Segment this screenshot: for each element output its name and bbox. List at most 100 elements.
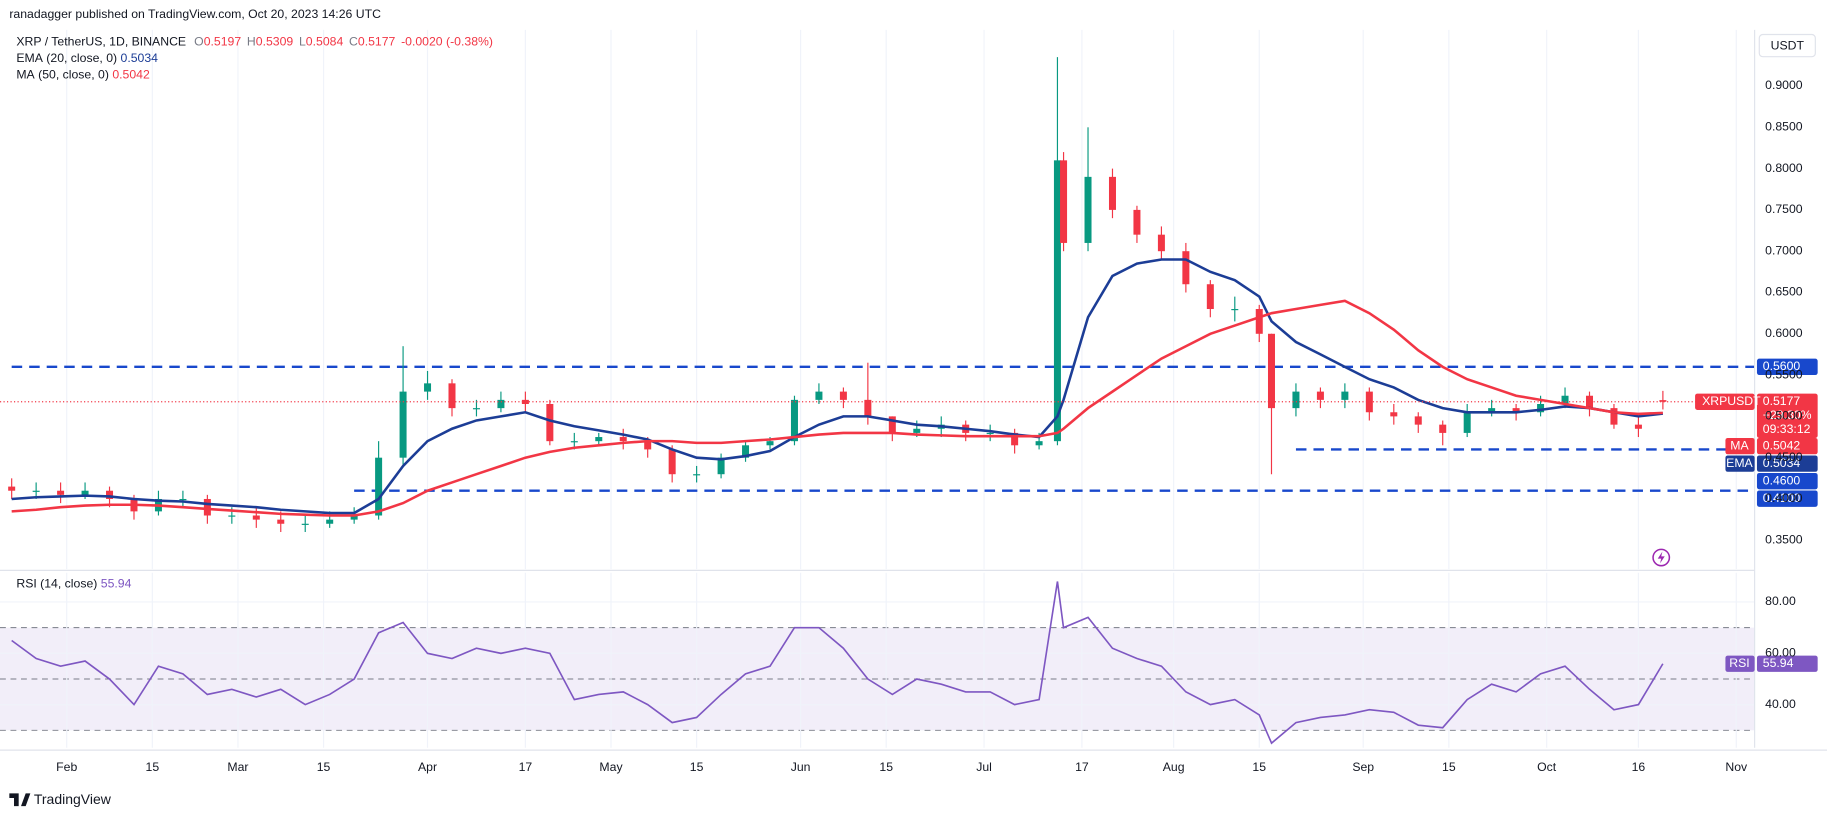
alert-bolt	[1657, 551, 1665, 564]
ma-value-tag-bg	[1756, 437, 1818, 455]
candle-body	[1512, 408, 1520, 413]
y-tick-label: 0.9000	[1765, 78, 1803, 92]
ohlc-key: L	[299, 35, 306, 49]
ma-legend: MA (50, close, 0) 0.5042	[16, 68, 150, 82]
ohlc-value: 0.5084	[306, 35, 344, 49]
change: -0.0020 (-0.38%)	[401, 35, 493, 49]
ma-params: (50, close, 0)	[38, 68, 109, 82]
candle-body	[1341, 391, 1349, 400]
ma-name-tag-bg	[1725, 437, 1755, 455]
rsi-line	[11, 581, 1664, 745]
y-tick-label: 0.8500	[1765, 120, 1803, 134]
y-tick-label: 0.5000	[1765, 409, 1803, 423]
candle-body	[1255, 309, 1263, 334]
candle-body	[448, 383, 456, 409]
candle-body	[717, 457, 725, 475]
y-tick-label: 0.8000	[1765, 161, 1803, 175]
candle-body	[766, 441, 774, 446]
x-tick-label: Feb	[56, 760, 77, 774]
ohlc-value: 0.5309	[256, 35, 294, 49]
last-price-tag	[1756, 393, 1818, 438]
rsi-legend: RSI (14, close) 55.94	[16, 577, 131, 591]
alert-icon[interactable]	[1652, 548, 1671, 567]
candle-body	[1463, 412, 1471, 433]
candle-body	[277, 519, 285, 524]
candle-body	[1634, 424, 1642, 429]
candle-body	[644, 441, 652, 450]
currency[interactable]: USDT	[1771, 38, 1805, 52]
candle-body	[1390, 412, 1398, 417]
ma-value: 0.5042	[112, 68, 150, 82]
candle-body	[375, 457, 383, 516]
candle-body	[1206, 284, 1214, 310]
y-tick-label: 0.6000	[1765, 326, 1803, 340]
rsi-value-tag: 55.94	[1763, 656, 1794, 670]
ema-params: (20, close, 0)	[46, 51, 117, 65]
candle-body	[742, 445, 750, 458]
candle-body	[864, 399, 872, 417]
candle-body	[888, 416, 896, 433]
brand-logo	[9, 793, 31, 807]
candle-body	[228, 515, 236, 517]
y-tick-label: 60.00	[1765, 646, 1796, 660]
ohlc-key: C	[349, 35, 358, 49]
y-tick-label: 80.00	[1765, 594, 1796, 608]
moving-average-line	[11, 299, 1663, 517]
candle-body	[1365, 391, 1373, 413]
x-tick-label: 15	[1442, 760, 1456, 774]
ema-name: EMA	[16, 51, 43, 65]
candle-body	[497, 399, 505, 409]
ma-name: MA	[16, 68, 35, 82]
candle-body	[179, 498, 187, 501]
y-tick-label: 0.4500	[1765, 450, 1803, 464]
level-tag: 0.4100	[1763, 491, 1801, 505]
candle-body	[839, 391, 847, 400]
candle-body	[1610, 408, 1618, 425]
rsi-value: 55.94	[101, 577, 132, 591]
change-pct: +29.30%	[1763, 408, 1812, 422]
candle-body	[1537, 403, 1545, 413]
ohlc-value: 0.5197	[204, 35, 242, 49]
x-tick-label: May	[599, 760, 623, 774]
x-tick-label: Nov	[1725, 760, 1748, 774]
candle-body	[1414, 416, 1422, 425]
published-note: ranadagger published on TradingView.com,…	[9, 7, 381, 21]
y-tick-label: 0.5500	[1765, 367, 1803, 381]
candle-body	[570, 441, 578, 443]
y-tick-label: 0.3500	[1765, 533, 1803, 547]
candle-body	[8, 486, 16, 491]
candle-body	[1267, 333, 1275, 409]
symbol-tag-bg	[1695, 393, 1755, 410]
candle-body	[252, 515, 260, 520]
candle-body	[693, 474, 701, 476]
candle-body	[986, 432, 994, 435]
rsi-value-tag-bg	[1756, 655, 1818, 672]
last-price: 0.5177	[1763, 394, 1801, 408]
candle-body	[1231, 309, 1239, 311]
y-tick-label: 40.00	[1765, 697, 1796, 711]
candle-body	[203, 498, 211, 516]
x-tick-label: 17	[1075, 760, 1089, 774]
rsi-name-tag-bg	[1725, 655, 1755, 672]
candle-body	[1488, 408, 1496, 413]
candle-body	[57, 490, 65, 495]
candle-body	[1292, 391, 1300, 409]
level-tag-bg	[1756, 358, 1818, 376]
x-tick-label: Mar	[227, 760, 248, 774]
y-tick-label: 0.6500	[1765, 285, 1803, 299]
grid-layer	[0, 29, 1755, 748]
currency-button[interactable]	[1758, 33, 1816, 58]
symbol-tag: XRPUSDT	[1702, 394, 1761, 408]
y-tick-label: 0.7000	[1765, 243, 1803, 257]
y-tick-label: 0.4000	[1765, 491, 1803, 505]
x-tick-label: 17	[519, 760, 533, 774]
x-tick-label: 15	[317, 760, 331, 774]
x-tick-label: Apr	[418, 760, 437, 774]
level-tag-bg	[1756, 472, 1818, 490]
candle-body	[1035, 441, 1043, 446]
symbol-legend: XRP / TetherUS, 1D, BINANCE O0.5197 H0.5…	[16, 35, 493, 49]
y-tick-label: 0.7500	[1765, 202, 1803, 216]
ma-value-tag: 0.5042	[1763, 438, 1801, 452]
rsi-title: RSI (14, close)	[16, 577, 97, 591]
